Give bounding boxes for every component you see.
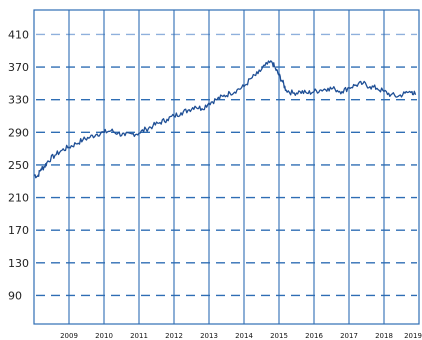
x-tick-label-2017: 2017: [340, 332, 358, 340]
y-tick-label-210: 210: [8, 192, 29, 205]
x-tick-label-2013: 2013: [200, 332, 218, 340]
y-tick-label-170: 170: [8, 224, 29, 237]
x-tick-label-2018: 2018: [375, 332, 393, 340]
y-tick-label-330: 330: [8, 94, 29, 107]
y-tick-label-130: 130: [8, 257, 29, 270]
y-tick-label-250: 250: [8, 159, 29, 172]
x-tick-label-2014: 2014: [235, 332, 253, 340]
x-axis-tick-labels: 2009 2010 2011 2012 2013 2014 2015 2016 2017 2018…: [60, 332, 422, 340]
y-axis-tick-labels: 90 130 170 210 250 290 330 370 410: [8, 28, 29, 302]
vertical-gridlines: [68, 10, 385, 324]
plot-frame: [33, 9, 420, 325]
series-line-0: [33, 60, 417, 179]
x-tick-label-2012: 2012: [165, 332, 183, 340]
y-tick-label-410: 410: [8, 28, 29, 41]
horizontal-gridlines: [36, 33, 417, 297]
x-tick-label-2010: 2010: [95, 332, 113, 340]
y-tick-label-290: 290: [8, 126, 29, 139]
y-tick-label-90: 90: [8, 289, 22, 302]
x-tick-label-2009: 2009: [60, 332, 78, 340]
x-tick-label-2011: 2011: [130, 332, 148, 340]
series-group: [33, 60, 417, 179]
x-tick-label-2015: 2015: [270, 332, 288, 340]
y-tick-label-370: 370: [8, 61, 29, 74]
x-tick-label-2016: 2016: [305, 332, 323, 340]
x-tick-label-2019: 2019: [404, 332, 422, 340]
